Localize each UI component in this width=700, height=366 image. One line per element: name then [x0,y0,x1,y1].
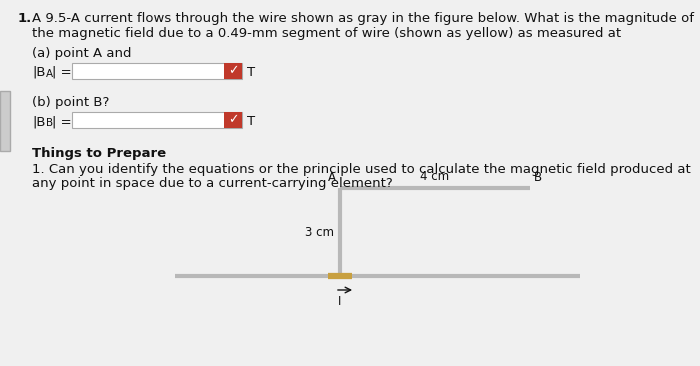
Text: 1. Can you identify the equations or the principle used to calculate the magneti: 1. Can you identify the equations or the… [32,163,691,176]
Text: any point in space due to a current-carrying element?: any point in space due to a current-carr… [32,177,393,190]
Text: ✓: ✓ [228,64,238,78]
Text: 1.: 1. [18,12,32,25]
Text: | =: | = [52,115,71,128]
Text: 3 cm: 3 cm [305,225,334,239]
Text: I: I [338,295,342,308]
Bar [72,63,242,79]
Text: A: A [328,171,336,184]
Text: (a) point A and: (a) point A and [32,47,132,60]
Bar [0,91,10,151]
Text: | =: | = [52,66,71,79]
Text: T: T [247,66,255,79]
Text: ✓: ✓ [228,113,238,127]
Text: T: T [247,115,255,128]
Text: the magnetic field due to a 0.49-mm segment of wire (shown as yellow) as measure: the magnetic field due to a 0.49-mm segm… [32,27,621,40]
Text: A 9.5-A current flows through the wire shown as gray in the figure below. What i: A 9.5-A current flows through the wire s… [32,12,694,25]
Bar [224,63,242,79]
Text: B: B [534,171,542,184]
Text: |B: |B [32,66,46,79]
Text: A: A [46,69,53,79]
Text: (b) point B?: (b) point B? [32,96,109,109]
Bar [72,112,242,128]
Bar [224,112,242,128]
Text: B: B [46,118,53,128]
Text: |B: |B [32,115,46,128]
Text: Things to Prepare: Things to Prepare [32,147,166,160]
Text: 4 cm: 4 cm [421,170,449,183]
